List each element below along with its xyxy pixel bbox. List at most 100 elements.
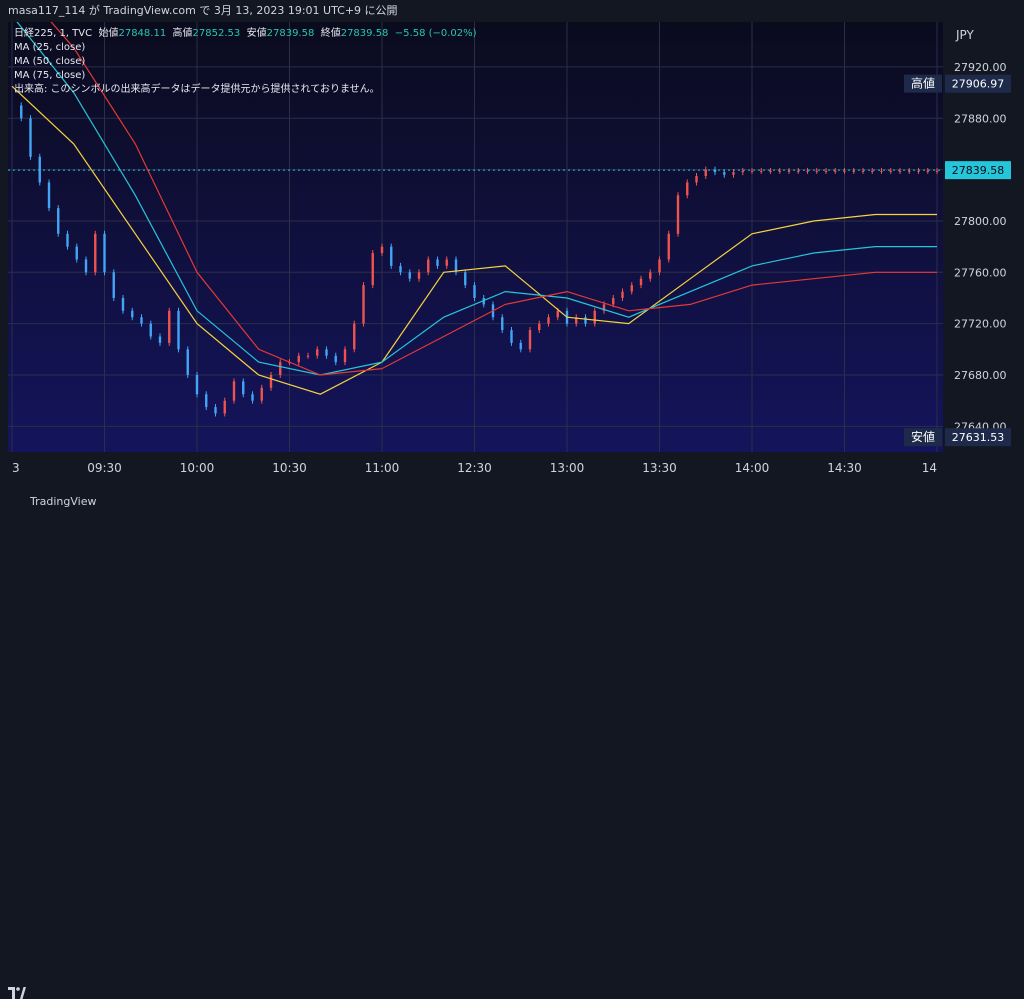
- chart-area[interactable]: JPY 27640.00 27680.00 27720.00 27760.00 2780…: [8, 22, 1016, 490]
- candle-body: [667, 233, 670, 260]
- candle-body: [501, 317, 504, 331]
- ma25-line: [11, 85, 937, 395]
- last-price-marker-value-bg: [945, 161, 1011, 180]
- candle-body: [806, 170, 809, 172]
- low-marker-value-bg: [945, 428, 1011, 447]
- candle-body: [602, 304, 606, 311]
- time-tick-label: 13:30: [642, 461, 677, 475]
- price-axis-bg: [943, 22, 1016, 490]
- candle-body: [195, 374, 199, 395]
- candle-body: [205, 394, 208, 408]
- tradingview-logo-icon: [8, 987, 26, 999]
- candle-body: [168, 310, 171, 343]
- candle-body: [528, 330, 532, 350]
- candle-body: [75, 246, 78, 260]
- candle-body: [630, 285, 633, 292]
- candle-body: [612, 297, 615, 305]
- candle-body: [269, 374, 273, 388]
- candle-body: [297, 355, 300, 363]
- footer: TradingView: [0, 490, 1024, 999]
- time-tick-label: 10:00: [180, 461, 215, 475]
- ma75-line: [50, 22, 937, 376]
- candle-body: [66, 233, 69, 247]
- candle-body: [57, 208, 60, 234]
- candle-body: [242, 381, 245, 395]
- candle-body: [658, 259, 661, 273]
- candle-body: [390, 246, 393, 266]
- candle-body: [121, 297, 125, 311]
- candle-body: [639, 278, 643, 286]
- candle-body: [926, 170, 929, 172]
- high-marker-label-bg: [904, 74, 942, 93]
- candle-body: [186, 349, 189, 375]
- time-tick-label: 10:30: [272, 461, 307, 475]
- high-marker-label: 高値: [911, 76, 935, 91]
- time-tick-label: 3: [12, 461, 20, 475]
- candle-body: [214, 407, 217, 414]
- low-marker-value: 27631.53: [952, 431, 1005, 444]
- candle-body: [538, 323, 541, 331]
- candle-body: [787, 170, 791, 172]
- publish-caption: masa117_114 が TradingView.com で 3月 13, 2…: [8, 4, 398, 17]
- last-price-marker-value: 27839.58: [952, 164, 1005, 177]
- candle-body: [149, 323, 152, 337]
- brand-label: TradingView: [30, 495, 97, 508]
- time-tick-label: 14: [922, 461, 937, 475]
- candle-body: [713, 169, 717, 173]
- candle-body: [47, 182, 51, 209]
- high-marker-value: 27906.97: [952, 78, 1005, 91]
- candle-body: [741, 170, 744, 173]
- candle-body: [473, 285, 476, 298]
- candle-body: [852, 170, 855, 172]
- candle-body: [427, 259, 430, 273]
- time-tick-label: 09:30: [87, 461, 122, 475]
- time-tick-label: 14:30: [827, 461, 862, 475]
- candle-body: [649, 272, 652, 279]
- candle-body: [750, 170, 754, 172]
- candle-body: [695, 176, 698, 183]
- time-tick-label: 13:00: [550, 461, 585, 475]
- candle-body: [112, 272, 115, 298]
- candle-body: [704, 169, 707, 177]
- candle-body: [325, 349, 328, 356]
- candle-body: [232, 381, 236, 401]
- price-tick-label: 27800.00: [954, 215, 1007, 228]
- candle-body: [871, 170, 874, 172]
- candle-body: [908, 170, 911, 172]
- candle-body: [760, 170, 763, 172]
- price-markers: 高値 27906.97 27839.58 安値 27631.53: [904, 74, 1011, 447]
- low-marker-label-bg: [904, 428, 942, 447]
- candle-body: [445, 259, 448, 266]
- price-tick-label: 27680.00: [954, 369, 1007, 382]
- candle-body: [334, 355, 337, 363]
- candle-body: [103, 233, 106, 273]
- candle-body: [454, 259, 458, 273]
- candle-body: [732, 172, 735, 175]
- candle-body: [797, 170, 800, 172]
- candle-body: [861, 170, 865, 172]
- ma50-line: [16, 22, 937, 376]
- candle-body: [436, 259, 439, 266]
- candle-body: [676, 195, 680, 234]
- candle-body: [29, 118, 32, 157]
- candle-body: [362, 285, 365, 324]
- candle-body: [371, 253, 374, 286]
- candle-body: [251, 394, 254, 401]
- candle-body: [575, 317, 578, 324]
- candle-body: [399, 265, 402, 273]
- candle-body: [38, 156, 41, 183]
- candle-body: [408, 272, 411, 279]
- price-chart[interactable]: JPY 27640.0027680.0027720.0027760.002780…: [8, 22, 1016, 490]
- low-marker-label: 安値: [911, 429, 935, 444]
- candle-body: [380, 246, 384, 254]
- candle-body: [723, 172, 726, 175]
- candle-body: [158, 336, 162, 343]
- candle-body: [880, 170, 883, 172]
- candle-body: [353, 323, 356, 350]
- candle-body: [917, 170, 920, 172]
- candle-body: [343, 349, 347, 363]
- time-axis[interactable]: 3 09:30 10:00 10:30 11:00 12:30 13:00 13:30 14:0…: [12, 461, 937, 475]
- candle-body: [584, 317, 587, 324]
- candle-body: [260, 387, 263, 401]
- candle-body: [84, 259, 88, 273]
